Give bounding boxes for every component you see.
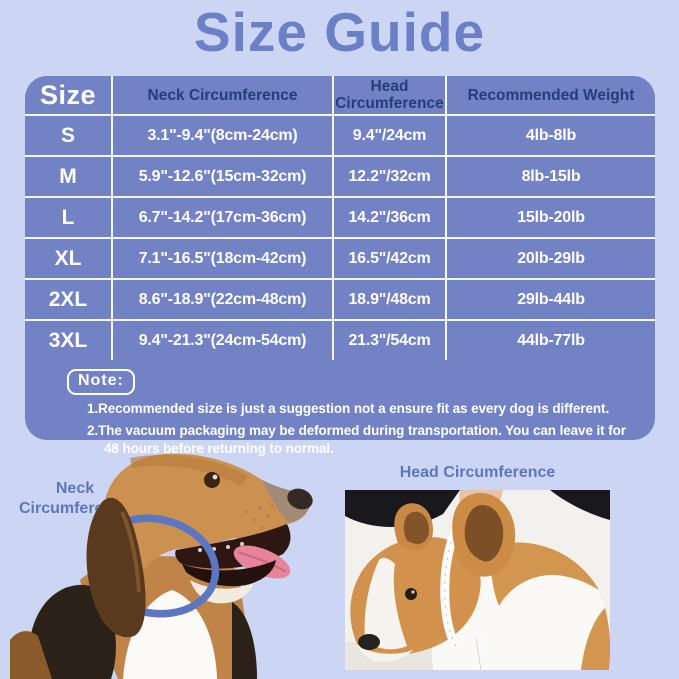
- size-cell: 3XL: [25, 321, 113, 360]
- head-cell: 14.2"/36cm: [334, 198, 447, 237]
- note-items: 1.Recommended size is just a suggestion …: [87, 400, 639, 458]
- size-cell: L: [25, 198, 113, 237]
- beagle-nose: [287, 488, 313, 510]
- head-cell: 18.9"/48cm: [334, 280, 447, 319]
- size-guide-panel: Size Neck Circumference Head Circumferen…: [25, 76, 655, 456]
- table-row: XL 7.1"-16.5"(18cm-42cm) 16.5"/42cm 20lb…: [25, 239, 655, 280]
- corgi-eye: [405, 588, 417, 600]
- corgi-nose: [358, 634, 380, 650]
- beagle-saddle: [27, 584, 116, 679]
- table-row: L 6.7"-14.2"(17cm-36cm) 14.2"/36cm 15lb-…: [25, 198, 655, 239]
- neck-cell: 6.7"-14.2"(17cm-36cm): [113, 198, 334, 237]
- weight-cell: 15lb-20lb: [517, 208, 585, 226]
- beagle-illustration: [10, 453, 313, 679]
- beagle-head: [98, 453, 311, 572]
- beagle-eye: [204, 472, 220, 488]
- neck-cell: 5.9"-12.6"(15cm-32cm): [113, 157, 334, 196]
- neck-cell: 8.6"-18.9"(22cm-48cm): [113, 280, 334, 319]
- table-row: M 5.9"-12.6"(15cm-32cm) 12.2"/32cm 8lb-1…: [25, 157, 655, 198]
- table-row: 2XL 8.6"-18.9"(22cm-48cm) 18.9"/48cm 29l…: [25, 280, 655, 321]
- head-cell: 9.4"/24cm: [334, 116, 447, 155]
- size-cell: M: [25, 157, 113, 196]
- weight-cell: 8lb-15lb: [521, 167, 581, 185]
- beagle-tongue: [233, 545, 291, 579]
- note-item-1: 1.Recommended size is just a suggestion …: [87, 401, 610, 416]
- weight-cell: 4lb-8lb: [525, 126, 577, 144]
- note-badge: Note:: [67, 369, 135, 395]
- head-caption: Head Circumference: [399, 464, 556, 481]
- note-item-2: 2.The vacuum packaging may be deformed d…: [87, 423, 626, 456]
- weight-cell: 29lb-44lb: [517, 290, 585, 308]
- table-row: S 3.1"-9.4"(8cm-24cm) 9.4"/24cm 4lb-8lb: [25, 116, 655, 157]
- size-cell: S: [25, 116, 113, 155]
- neck-cell: 9.4"-21.3"(24cm-54cm): [113, 321, 334, 360]
- head-cell: 12.2"/32cm: [334, 157, 447, 196]
- header-head-circumference: Head Circumference: [334, 76, 447, 114]
- size-table: Size Neck Circumference Head Circumferen…: [25, 76, 655, 360]
- weight-cell: 20lb-29lb: [517, 249, 585, 267]
- size-cell: XL: [25, 239, 113, 278]
- neck-cell: 3.1"-9.4"(8cm-24cm): [113, 116, 334, 155]
- tape-end: [471, 632, 491, 670]
- note-section: Note: 1.Recommended size is just a sugge…: [25, 360, 655, 458]
- table-header-row: Size Neck Circumference Head Circumferen…: [25, 76, 655, 116]
- head-cell: 21.3"/54cm: [334, 321, 447, 360]
- header-neck-circumference: Neck Circumference: [113, 76, 334, 114]
- page-title: Size Guide: [193, 1, 486, 63]
- weight-cell: 44lb-77lb: [517, 331, 585, 349]
- corgi-photo: [345, 490, 610, 670]
- neck-cell: 7.1"-16.5"(18cm-42cm): [113, 239, 334, 278]
- head-cell: 16.5"/42cm: [334, 239, 447, 278]
- table-row: 3XL 9.4"-21.3"(24cm-54cm) 21.3"/54cm 44l…: [25, 321, 655, 360]
- size-cell: 2XL: [25, 280, 113, 319]
- header-recommended-weight: Recommended Weight: [467, 86, 635, 104]
- header-size: Size: [25, 76, 113, 114]
